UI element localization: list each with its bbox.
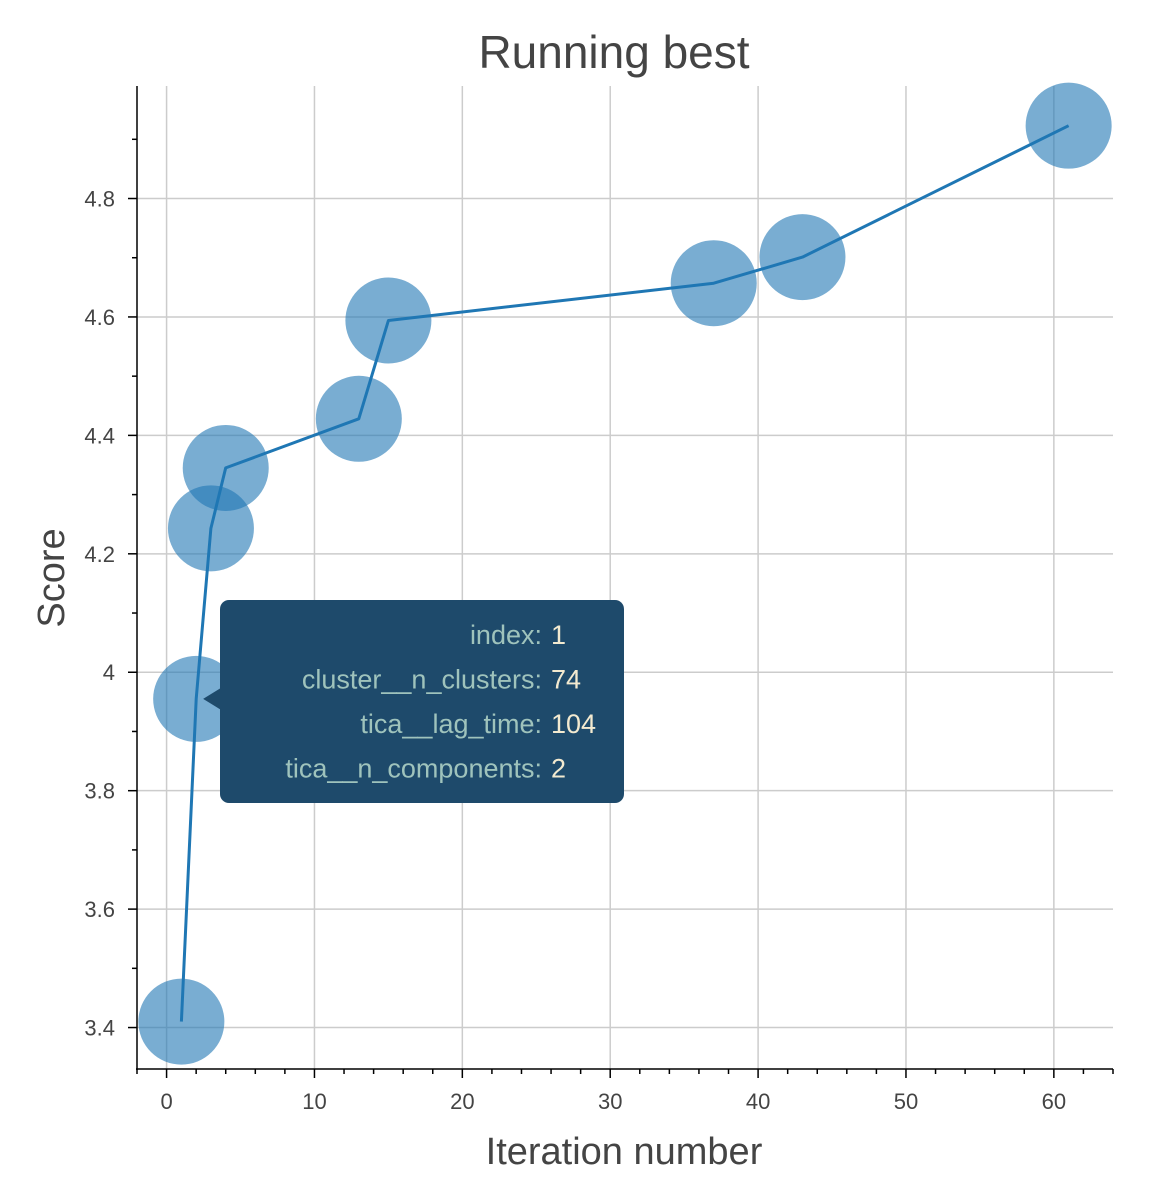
tooltip-value: 74 bbox=[551, 665, 581, 695]
tooltip-pointer bbox=[203, 687, 221, 710]
x-tick-label: 40 bbox=[746, 1089, 770, 1114]
grid-layer bbox=[137, 86, 1113, 1069]
tooltip-box bbox=[220, 600, 624, 803]
x-tick-label: 50 bbox=[894, 1089, 918, 1114]
tooltip-value: 1 bbox=[551, 620, 566, 650]
tooltip: index: 1 cluster__n_clusters: 74 tica__lag_t… bbox=[203, 600, 624, 803]
tooltip-key: tica__lag_time: bbox=[360, 709, 542, 739]
y-tick-label: 4.2 bbox=[84, 542, 115, 567]
tooltip-key: index: bbox=[470, 620, 542, 650]
data-point bbox=[1025, 82, 1112, 169]
y-tick-label: 4.8 bbox=[84, 187, 115, 212]
x-tick-label: 20 bbox=[450, 1089, 474, 1114]
y-axis-title: Score bbox=[31, 528, 73, 627]
y-tick-label: 3.4 bbox=[84, 1016, 115, 1041]
y-tick-label: 3.6 bbox=[84, 897, 115, 922]
y-tick-label: 4.6 bbox=[84, 305, 115, 330]
series-line bbox=[179, 124, 1070, 1022]
tooltip-key: tica__n_components: bbox=[285, 754, 542, 784]
y-tick-label: 4 bbox=[103, 660, 115, 685]
data-point bbox=[138, 978, 225, 1065]
tooltip-key: cluster__n_clusters: bbox=[302, 665, 542, 695]
tooltip-value: 2 bbox=[551, 754, 566, 784]
x-tick-label: 0 bbox=[160, 1089, 172, 1114]
chart-title: Running best bbox=[478, 26, 749, 78]
series-layer bbox=[138, 82, 1112, 1065]
x-tick-label: 10 bbox=[302, 1089, 326, 1114]
axes-layer: 0 10 20 30 40 50 60 3.4 3.6 3.8 4 4.2 4.4 4.6 4.8 bbox=[84, 86, 1114, 1114]
x-axis-title: Iteration number bbox=[486, 1131, 763, 1173]
x-tick-label: 30 bbox=[598, 1089, 622, 1114]
y-tick-label: 3.8 bbox=[84, 779, 115, 804]
tooltip-value: 104 bbox=[551, 709, 596, 739]
x-tick-label: 60 bbox=[1042, 1089, 1066, 1114]
y-tick-label: 4.4 bbox=[84, 423, 115, 448]
